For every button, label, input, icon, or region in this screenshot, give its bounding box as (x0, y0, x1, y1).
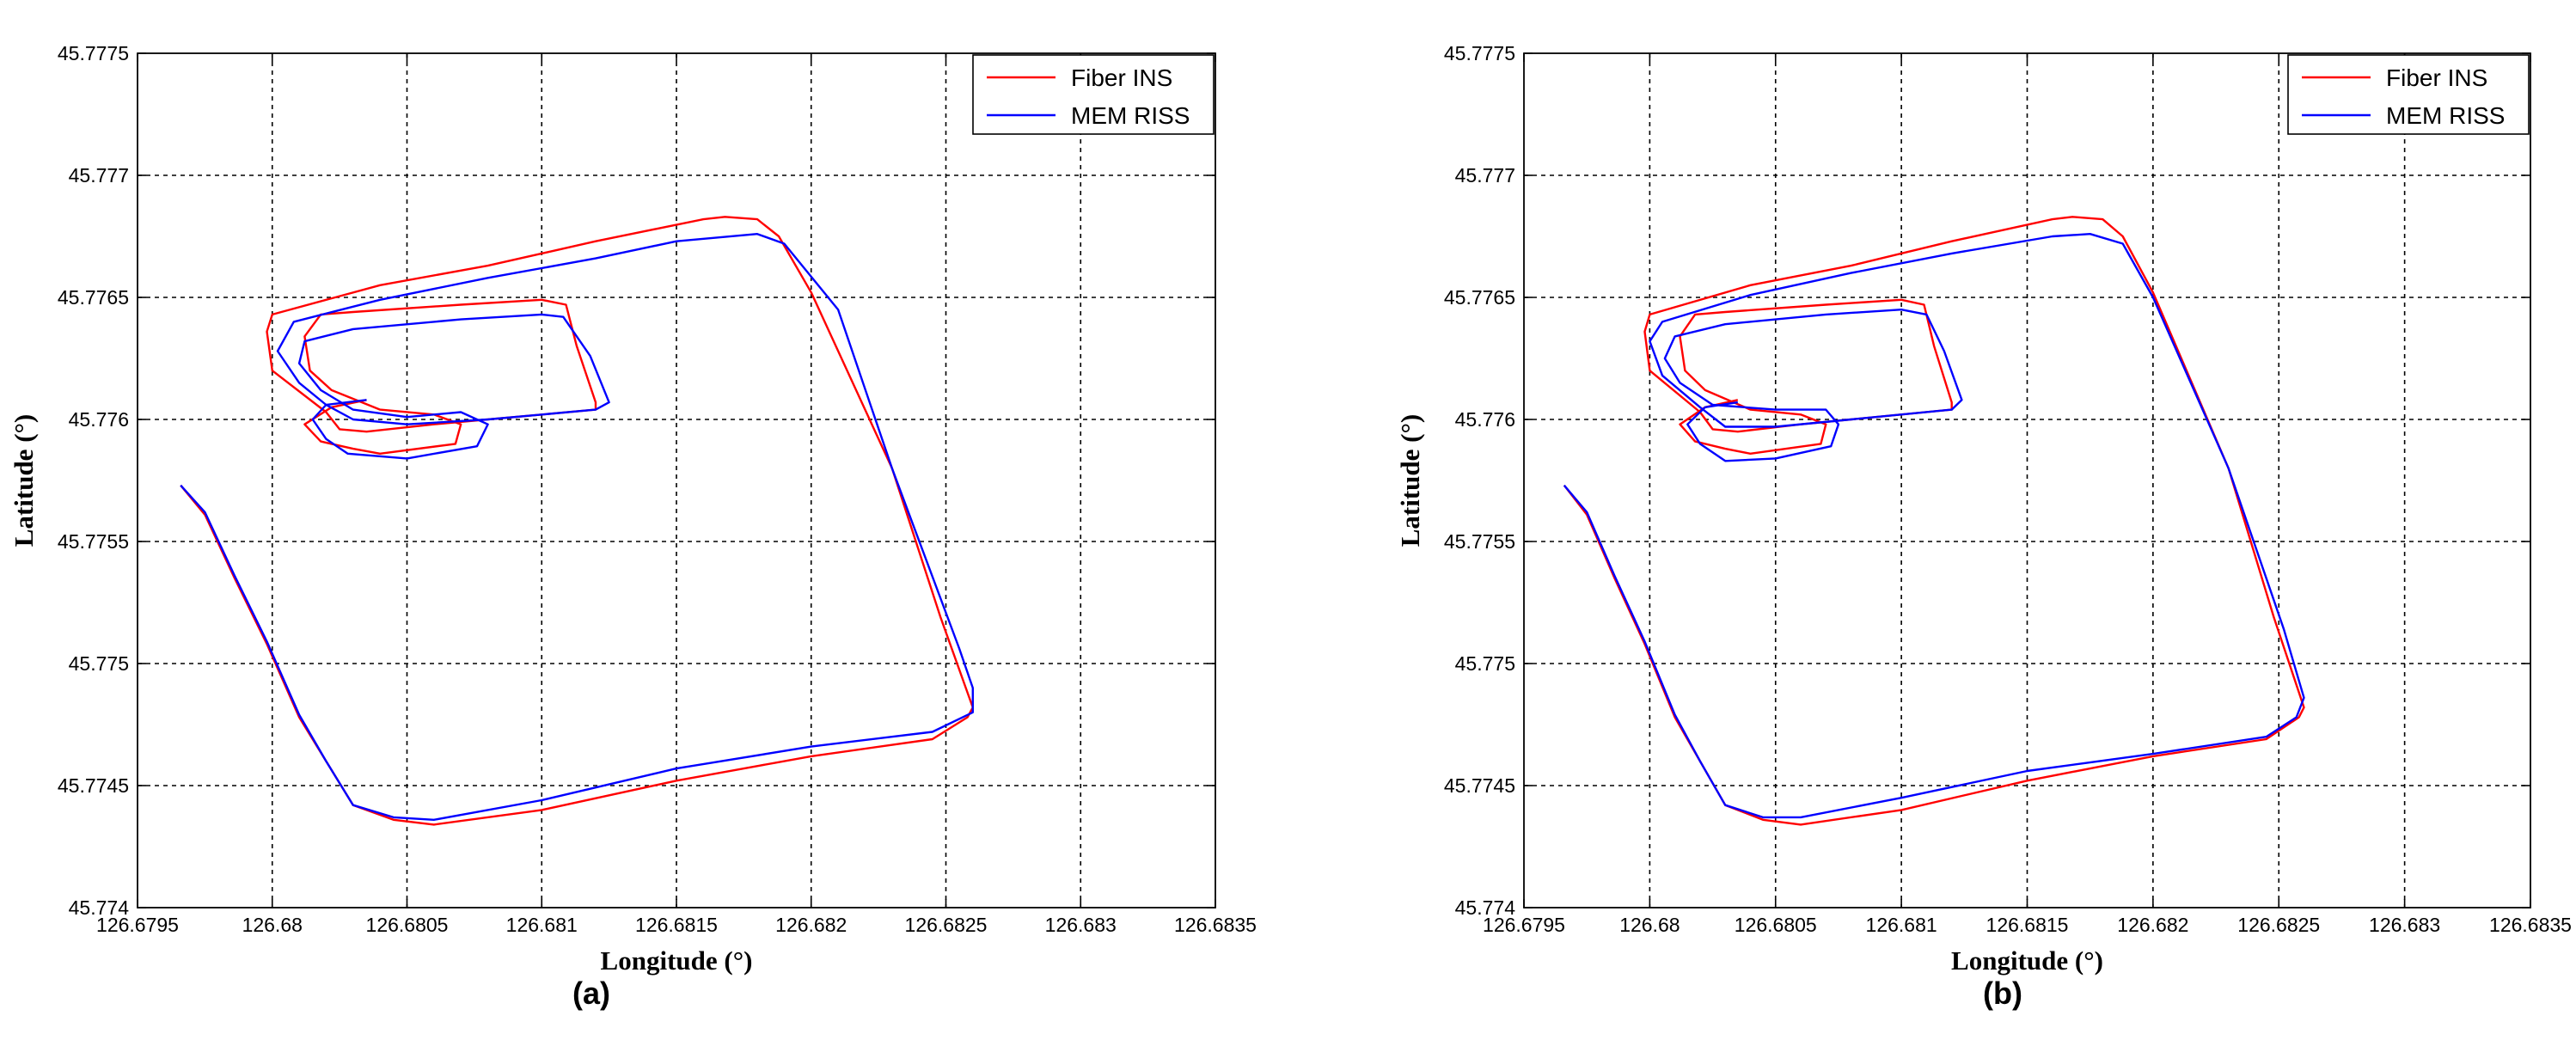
plot-area (1524, 53, 2530, 908)
legend-box (972, 54, 1215, 135)
y-tick-label: 45.7745 (1444, 774, 1515, 797)
panel-label: (b) (1983, 976, 2022, 1011)
axes-frame (1523, 52, 2531, 908)
x-axis-label: Longitude (°) (1951, 945, 2103, 976)
chart-panel-b: 126.6795 126.68 126.6805 126.681 126.6815 126… (1395, 42, 2572, 1011)
x-tick-label: 126.68 (1619, 914, 1680, 936)
y-tick-label: 45.777 (1455, 164, 1515, 187)
chart-panel-a: 126.6795 126.68 126.6805 126.681 126.6815 126… (9, 42, 1257, 1011)
x-tick-label: 126.682 (2117, 914, 2188, 936)
y-tick-label: 45.774 (69, 896, 130, 919)
y-axis-label: Latitude (°) (9, 414, 39, 547)
x-tick-label: 126.6835 (2489, 914, 2572, 936)
x-tick-label: 126.6805 (1735, 914, 1817, 936)
y-tick-label: 45.776 (69, 408, 129, 431)
x-tick-label: 126.683 (1045, 914, 1117, 936)
series-line-fiber-ins (1563, 216, 2305, 826)
x-tick-label: 126.683 (2369, 914, 2440, 936)
plot-area (138, 53, 1215, 908)
y-tick-label: 45.7745 (58, 774, 129, 797)
x-tick-label: 126.6805 (366, 914, 449, 936)
y-tick-label: 45.7755 (58, 530, 129, 553)
legend: Fiber INS MEM RISS (972, 54, 1215, 135)
panel-label: (a) (572, 976, 610, 1011)
y-tick-label: 45.7755 (1444, 530, 1515, 553)
y-tick-label: 45.7775 (1444, 42, 1515, 64)
x-tick-label: 126.6825 (905, 914, 988, 936)
series-line-mem-riss (180, 233, 974, 821)
y-tick-label: 45.7765 (58, 286, 129, 309)
legend-entry-label: Fiber INS (1071, 64, 1172, 91)
x-tick-label: 126.6835 (1174, 914, 1257, 936)
x-axis-label: Longitude (°) (601, 945, 753, 976)
x-tick-label: 126.6795 (1483, 914, 1565, 936)
y-axis-label: Latitude (°) (1395, 414, 1425, 547)
x-tick-label: 126.6825 (2237, 914, 2320, 936)
x-tick-label: 126.6795 (96, 914, 179, 936)
x-tick-label: 126.681 (1866, 914, 1937, 936)
axes-frame (137, 52, 1216, 908)
legend-entry-label: MEM RISS (1071, 102, 1190, 129)
series-line-mem-riss (1563, 233, 2305, 819)
y-tick-label: 45.775 (1455, 652, 1515, 675)
series-line-fiber-ins (180, 216, 974, 826)
y-tick-label: 45.7765 (1444, 286, 1515, 309)
x-tick-label: 126.681 (506, 914, 578, 936)
y-tick-label: 45.774 (1455, 896, 1516, 919)
x-tick-label: 126.682 (775, 914, 847, 936)
y-tick-label: 45.776 (1455, 408, 1515, 431)
x-tick-label: 126.6815 (635, 914, 718, 936)
x-tick-label: 126.6815 (1986, 914, 2069, 936)
y-tick-label: 45.775 (69, 652, 129, 675)
y-tick-label: 45.777 (69, 164, 129, 187)
legend-entry-label: MEM RISS (2386, 102, 2505, 129)
legend-entry-label: Fiber INS (2386, 64, 2487, 91)
y-tick-label: 45.7775 (58, 42, 129, 64)
legend-box (2287, 54, 2530, 135)
legend: Fiber INS MEM RISS (2287, 54, 2530, 135)
x-tick-label: 126.68 (242, 914, 303, 936)
